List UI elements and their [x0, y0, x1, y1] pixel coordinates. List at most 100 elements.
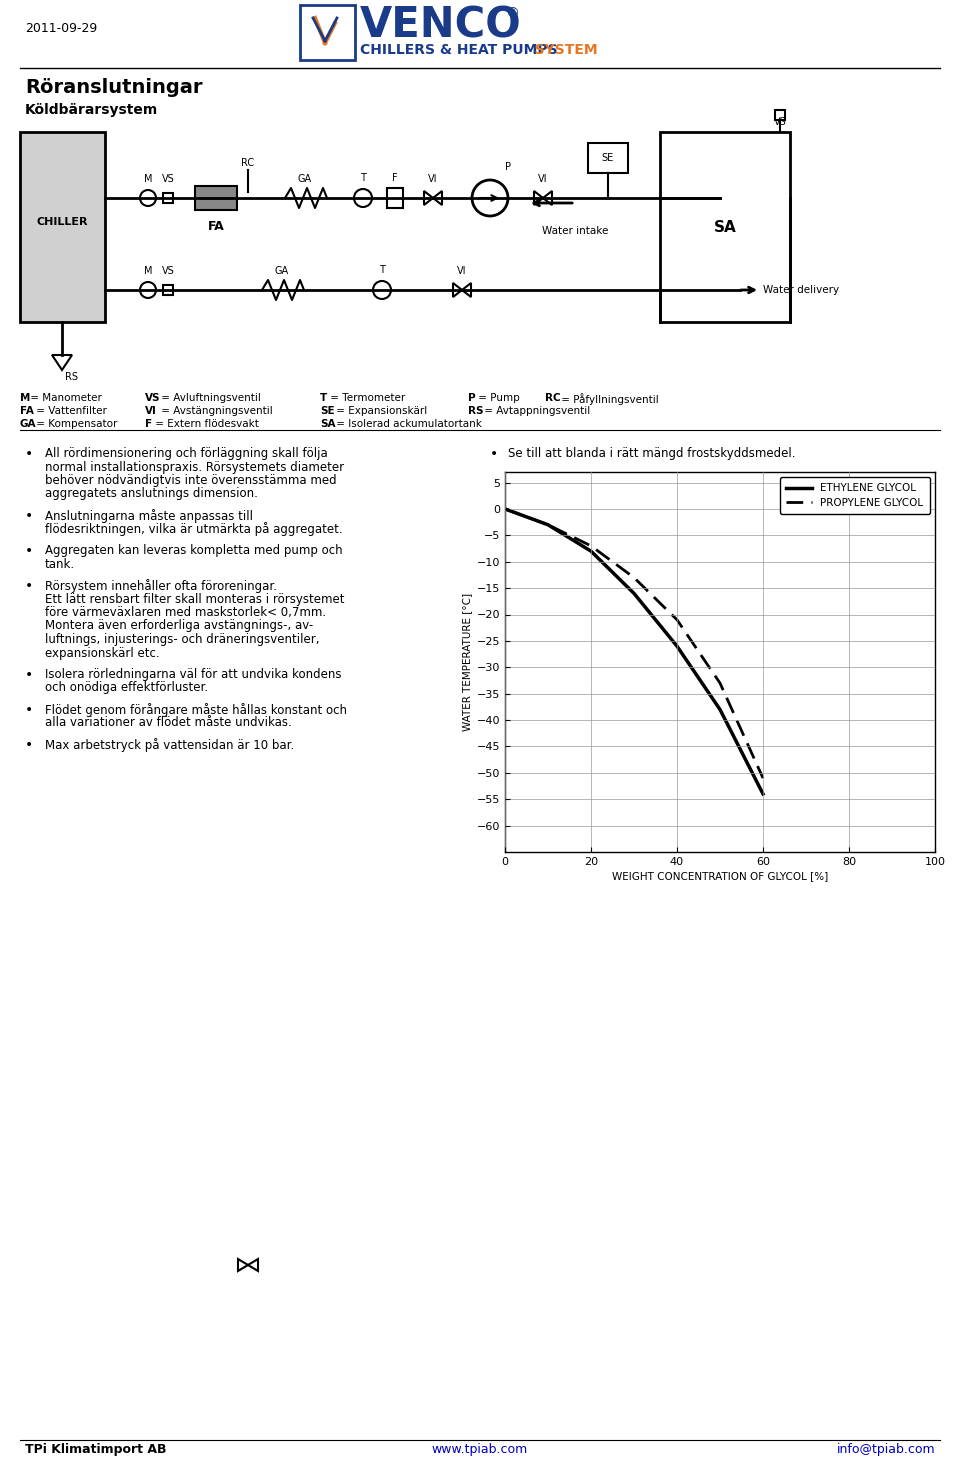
Text: Water intake: Water intake: [541, 225, 609, 236]
PROPYLENE GLYCOL: [628, 569, 639, 587]
PROPYLENE GLYCOL: [714, 674, 726, 692]
Text: VI: VI: [428, 174, 438, 184]
Text: ®: ®: [505, 7, 518, 20]
Text: FA: FA: [20, 407, 34, 415]
Text: CHILLERS & HEAT PUMPS: CHILLERS & HEAT PUMPS: [360, 42, 558, 57]
Text: VI: VI: [457, 266, 467, 277]
ETHYLENE GLYCOL: [542, 516, 554, 534]
Polygon shape: [453, 282, 471, 297]
Text: och onödiga effektförluster.: och onödiga effektförluster.: [45, 682, 208, 695]
Text: Aggregaten kan leveras kompletta med pump och: Aggregaten kan leveras kompletta med pum…: [45, 544, 343, 557]
Text: = Kompensator: = Kompensator: [33, 418, 117, 429]
Text: före värmeväxlaren med maskstorlek< 0,7mm.: före värmeväxlaren med maskstorlek< 0,7m…: [45, 606, 326, 619]
Text: •: •: [25, 544, 34, 557]
Text: CHILLER: CHILLER: [36, 217, 87, 227]
Line: PROPYLENE GLYCOL: PROPYLENE GLYCOL: [505, 509, 763, 778]
Text: VS: VS: [161, 174, 175, 184]
Text: SA: SA: [320, 418, 335, 429]
Polygon shape: [238, 1260, 258, 1271]
Text: M: M: [144, 266, 153, 277]
Text: = Termometer: = Termometer: [326, 394, 405, 402]
Text: aggregatets anslutnings dimension.: aggregatets anslutnings dimension.: [45, 487, 258, 500]
ETHYLENE GLYCOL: [628, 585, 639, 603]
Line: ETHYLENE GLYCOL: ETHYLENE GLYCOL: [505, 509, 763, 794]
PROPYLENE GLYCOL: [757, 770, 769, 787]
Text: behöver nödvändigtvis inte överensstämma med: behöver nödvändigtvis inte överensstämma…: [45, 474, 337, 487]
Bar: [163, 285, 173, 296]
ETHYLENE GLYCOL: [757, 786, 769, 803]
X-axis label: WEIGHT CONCENTRATION OF GLYCOL [%]: WEIGHT CONCENTRATION OF GLYCOL [%]: [612, 870, 828, 881]
Text: info@tpiab.com: info@tpiab.com: [836, 1443, 935, 1456]
Text: = Isolerad ackumulatortank: = Isolerad ackumulatortank: [332, 418, 482, 429]
Text: •: •: [25, 448, 34, 461]
Text: normal installationspraxis. Rörsystemets diameter: normal installationspraxis. Rörsystemets…: [45, 461, 344, 474]
Text: •: •: [25, 509, 34, 522]
Text: GA: GA: [298, 174, 312, 184]
Text: SE: SE: [320, 407, 335, 415]
Bar: [20, 132, 105, 322]
Text: expansionskärl etc.: expansionskärl etc.: [45, 647, 159, 660]
Y-axis label: WATER TEMPERATURE [°C]: WATER TEMPERATURE [°C]: [463, 593, 472, 732]
Text: P: P: [505, 162, 511, 173]
Text: 2011-09-29: 2011-09-29: [25, 22, 97, 35]
Text: •: •: [25, 669, 34, 682]
Text: RC: RC: [241, 158, 254, 168]
Text: Ett lätt rensbart filter skall monteras i rörsystemet: Ett lätt rensbart filter skall monteras …: [45, 593, 345, 606]
Bar: [588, 143, 628, 173]
Text: alla variationer av flödet måste undvikas.: alla variationer av flödet måste undvika…: [45, 717, 292, 730]
Text: VENCO: VENCO: [360, 4, 521, 47]
Text: VS: VS: [161, 266, 175, 277]
Text: = Avtappningsventil: = Avtappningsventil: [481, 407, 589, 415]
Polygon shape: [534, 192, 552, 205]
Text: Se till att blanda i rätt mängd frostskyddsmedel.: Se till att blanda i rätt mängd frostsky…: [508, 448, 796, 459]
Circle shape: [354, 189, 372, 206]
Text: = Påfyllningsventil: = Påfyllningsventil: [558, 394, 659, 405]
Text: VS: VS: [774, 117, 786, 127]
Text: SE: SE: [602, 154, 614, 162]
Text: P: P: [468, 394, 475, 402]
Polygon shape: [424, 192, 442, 205]
Text: = Extern flödesvakt: = Extern flödesvakt: [152, 418, 258, 429]
Text: tank.: tank.: [45, 557, 75, 571]
PROPYLENE GLYCOL: [586, 537, 597, 554]
Text: RC: RC: [545, 394, 561, 402]
Text: flödesriktningen, vilka är utmärkta på aggregatet.: flödesriktningen, vilka är utmärkta på a…: [45, 522, 343, 537]
ETHYLENE GLYCOL: [714, 701, 726, 718]
Text: F: F: [393, 173, 397, 183]
Text: www.tpiab.com: www.tpiab.com: [432, 1443, 528, 1456]
Text: TPi Klimatimport AB: TPi Klimatimport AB: [25, 1443, 166, 1456]
Text: = Vattenfilter: = Vattenfilter: [33, 407, 107, 415]
Legend: ETHYLENE GLYCOL, PROPYLENE GLYCOL: ETHYLENE GLYCOL, PROPYLENE GLYCOL: [780, 477, 930, 514]
Text: T: T: [360, 173, 366, 183]
Text: •: •: [25, 737, 34, 752]
Text: = Pump: = Pump: [475, 394, 519, 402]
Text: = Manometer: = Manometer: [27, 394, 102, 402]
Text: FA: FA: [207, 219, 225, 233]
Text: Rörsystem innehåller ofta föroreningar.: Rörsystem innehåller ofta föroreningar.: [45, 579, 277, 593]
Bar: [163, 193, 173, 203]
Text: Flödet genom förångare måste hållas konstant och: Flödet genom förångare måste hållas kons…: [45, 704, 347, 717]
Text: T: T: [379, 265, 385, 275]
Text: M: M: [144, 174, 153, 184]
Text: = Expansionskärl: = Expansionskärl: [332, 407, 427, 415]
Text: Water delivery: Water delivery: [763, 285, 839, 296]
Text: •: •: [25, 579, 34, 593]
Text: = Avluftningsventil: = Avluftningsventil: [157, 394, 260, 402]
Text: All rördimensionering och förläggning skall följa: All rördimensionering och förläggning sk…: [45, 448, 327, 459]
PROPYLENE GLYCOL: [671, 612, 683, 629]
Text: Isolera rörledningarna väl för att undvika kondens: Isolera rörledningarna väl för att undvi…: [45, 669, 342, 680]
Circle shape: [472, 180, 508, 217]
Bar: [195, 186, 237, 211]
ETHYLENE GLYCOL: [586, 543, 597, 560]
Text: Montera även erforderliga avstängnings-, av-: Montera även erforderliga avstängnings-,…: [45, 619, 313, 632]
PROPYLENE GLYCOL: [499, 500, 511, 518]
Circle shape: [140, 282, 156, 298]
Text: Max arbetstryck på vattensidan är 10 bar.: Max arbetstryck på vattensidan är 10 bar…: [45, 737, 295, 752]
Bar: [660, 132, 790, 322]
Text: Köldbärarsystem: Köldbärarsystem: [25, 102, 158, 117]
Text: VI: VI: [539, 174, 548, 184]
Text: RS: RS: [468, 407, 484, 415]
Text: luftnings, injusterings- och dräneringsventiler,: luftnings, injusterings- och dräneringsv…: [45, 633, 320, 647]
Bar: [387, 189, 403, 208]
Text: VI: VI: [145, 407, 156, 415]
